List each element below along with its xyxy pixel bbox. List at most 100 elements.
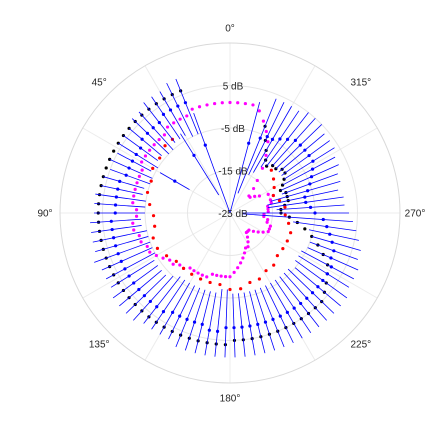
data-point xyxy=(114,195,118,199)
data-point xyxy=(232,270,236,274)
data-point xyxy=(173,179,177,183)
data-point xyxy=(308,205,313,209)
range-line xyxy=(238,293,246,357)
data-point xyxy=(293,138,298,142)
data-point xyxy=(239,261,243,265)
data-point xyxy=(155,305,159,309)
range-line xyxy=(101,247,153,271)
data-point xyxy=(137,287,141,292)
data-point xyxy=(329,256,333,260)
data-point xyxy=(261,119,266,123)
angle-tick-label: 225° xyxy=(350,339,371,350)
range-line xyxy=(224,289,228,358)
data-point xyxy=(330,240,334,244)
data-point xyxy=(110,227,114,232)
data-point xyxy=(241,256,245,260)
data-point xyxy=(253,194,257,198)
data-point xyxy=(132,228,136,232)
angle-tick-label: 270° xyxy=(405,209,426,220)
range-line xyxy=(301,250,355,280)
range-line xyxy=(272,117,316,166)
range-line xyxy=(94,241,151,263)
data-point xyxy=(192,320,197,324)
range-line xyxy=(133,275,174,321)
data-point xyxy=(137,234,141,238)
data-point xyxy=(215,273,219,277)
data-point xyxy=(165,125,170,129)
data-point xyxy=(192,269,196,273)
series-magenta xyxy=(131,100,275,279)
range-line xyxy=(259,287,285,348)
data-point xyxy=(200,273,204,277)
data-point xyxy=(148,148,152,152)
data-point xyxy=(271,177,276,181)
data-point xyxy=(152,143,156,147)
data-point xyxy=(328,232,332,236)
data-point xyxy=(183,101,188,105)
data-point xyxy=(252,186,256,191)
range-line xyxy=(307,247,359,271)
data-point xyxy=(265,135,269,139)
range-line xyxy=(166,82,194,137)
range-line xyxy=(112,265,159,299)
radial-tick-labels: -25 dB -15 dB -5 dB 5 dB xyxy=(218,82,248,221)
range-line xyxy=(119,270,162,307)
data-point xyxy=(271,193,275,198)
data-point xyxy=(266,140,270,144)
data-point xyxy=(153,224,157,228)
data-point xyxy=(325,272,329,276)
data-point xyxy=(190,272,194,276)
data-point xyxy=(261,230,265,234)
angle-tick-label: 315° xyxy=(350,78,371,89)
data-point xyxy=(281,247,285,251)
data-series xyxy=(90,78,361,358)
data-point xyxy=(145,244,149,249)
data-point xyxy=(228,100,232,105)
range-line xyxy=(94,203,146,208)
range-line xyxy=(95,236,149,253)
range-line xyxy=(118,142,159,169)
data-point xyxy=(143,154,148,158)
data-point xyxy=(278,314,282,318)
data-point xyxy=(151,126,155,130)
range-line xyxy=(243,292,256,356)
range-line xyxy=(265,285,294,344)
data-point xyxy=(185,114,189,118)
data-point xyxy=(266,204,270,208)
data-point xyxy=(210,272,215,276)
data-point xyxy=(309,175,314,179)
range-line xyxy=(270,180,341,202)
data-point xyxy=(329,265,333,269)
range-line xyxy=(204,292,217,356)
data-point xyxy=(134,208,139,212)
range-line xyxy=(131,118,170,155)
data-point xyxy=(265,220,269,224)
data-point xyxy=(321,217,325,222)
range-line xyxy=(105,252,156,280)
range-line xyxy=(168,285,195,340)
range-line xyxy=(193,113,231,214)
range-line xyxy=(254,289,276,351)
range-line xyxy=(91,225,142,233)
data-point xyxy=(303,227,307,231)
data-point xyxy=(286,221,291,225)
data-point xyxy=(151,214,156,218)
data-point xyxy=(148,202,152,207)
data-point xyxy=(135,181,139,185)
range-line xyxy=(280,164,339,191)
data-point xyxy=(266,230,270,234)
range-line xyxy=(279,276,320,328)
data-point xyxy=(263,320,268,324)
data-point xyxy=(132,281,136,285)
data-point xyxy=(145,190,150,195)
data-point xyxy=(289,231,293,235)
data-point xyxy=(174,259,178,263)
data-point xyxy=(264,269,268,273)
data-point xyxy=(215,329,220,333)
data-point xyxy=(163,144,167,148)
angle-tick-label: 90° xyxy=(37,209,52,220)
range-line xyxy=(128,128,162,156)
range-line xyxy=(175,287,201,348)
data-point xyxy=(140,137,144,141)
range-line xyxy=(110,169,151,185)
